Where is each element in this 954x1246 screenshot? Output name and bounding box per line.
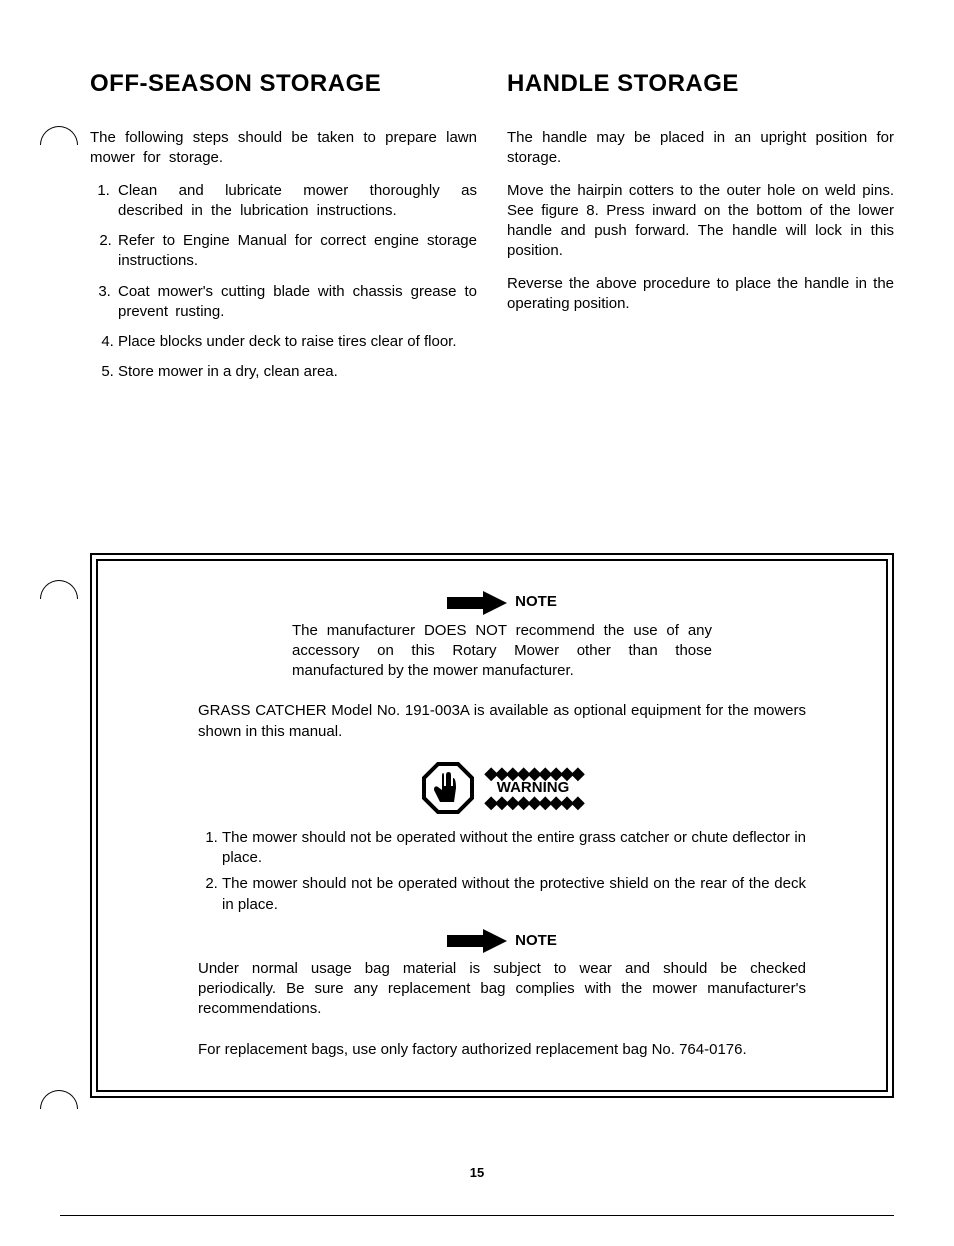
step-item: Coat mower's cutting blade with chassis … — [118, 282, 477, 323]
two-column-layout: OFF-SEASON STORAGE The following steps s… — [90, 70, 894, 393]
step-item: Clean and lubricate mower thoroughly as … — [118, 181, 477, 222]
arrow-right-icon — [447, 591, 507, 615]
warning-item: The mower should not be operated without… — [222, 874, 806, 915]
handle-storage-heading: HANDLE STORAGE — [507, 70, 894, 98]
manual-page: OFF-SEASON STORAGE The following steps s… — [0, 0, 954, 1246]
diamond-border-icon: ◆◆◆◆◆◆◆◆◆ — [484, 793, 582, 811]
off-season-intro: The following steps should be taken to p… — [90, 128, 477, 169]
warning-list: The mower should not be operated without… — [198, 828, 806, 915]
step-item: Refer to Engine Manual for correct engin… — [118, 231, 477, 272]
binding-mark — [40, 1090, 78, 1109]
step-item: Store mower in a dry, clean area. — [118, 362, 477, 382]
callout-box-inner: NOTE The manufacturer DOES NOT recommend… — [96, 559, 888, 1092]
warning-label-box: ◆◆◆◆◆◆◆◆◆ WARNING ◆◆◆◆◆◆◆◆◆ — [484, 764, 582, 811]
page-number: 15 — [0, 1165, 954, 1180]
off-season-heading: OFF-SEASON STORAGE — [90, 70, 477, 98]
step-item: Place blocks under deck to raise tires c… — [118, 332, 477, 352]
note-label: NOTE — [515, 931, 557, 951]
footer-rule — [60, 1215, 894, 1216]
warning-header: ◆◆◆◆◆◆◆◆◆ WARNING ◆◆◆◆◆◆◆◆◆ — [198, 762, 806, 814]
arrow-right-icon — [447, 929, 507, 953]
warning-hand-icon — [422, 762, 474, 814]
grass-catcher-text: GRASS CATCHER Model No. 191-003A is avai… — [198, 701, 806, 742]
right-column: HANDLE STORAGE The handle may be placed … — [507, 70, 894, 326]
note-header: NOTE — [198, 591, 806, 615]
note-header: NOTE — [198, 929, 806, 953]
handle-paragraph: The handle may be placed in an upright p… — [507, 128, 894, 169]
binding-mark — [40, 580, 78, 599]
replacement-text: For replacement bags, use only factory a… — [198, 1040, 806, 1060]
note-body: Under normal usage bag material is subje… — [198, 959, 806, 1020]
warning-item: The mower should not be operated without… — [222, 828, 806, 869]
binding-mark — [40, 126, 78, 145]
note-label: NOTE — [515, 592, 557, 612]
left-column: OFF-SEASON STORAGE The following steps s… — [90, 70, 477, 393]
callout-box-outer: NOTE The manufacturer DOES NOT recommend… — [90, 553, 894, 1098]
handle-paragraph: Move the hairpin cotters to the outer ho… — [507, 181, 894, 262]
handle-paragraph: Reverse the above procedure to place the… — [507, 274, 894, 315]
note-body: The manufacturer DOES NOT recommend the … — [292, 621, 712, 682]
off-season-steps: Clean and lubricate mower thoroughly as … — [90, 181, 477, 383]
